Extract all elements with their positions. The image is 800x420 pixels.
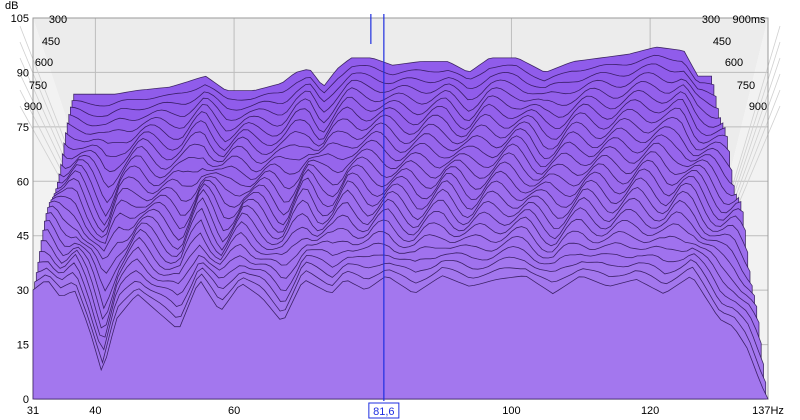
y-tick-label: 105	[11, 13, 29, 25]
y-tick-label: 45	[17, 231, 29, 243]
x-tick-label: 100	[502, 405, 520, 417]
x-tick-label: 60	[228, 405, 240, 417]
y-tick-label: 60	[17, 176, 29, 188]
time-tick-right: 900ms	[732, 14, 766, 26]
time-tick-right: 750	[737, 80, 755, 92]
time-tick-left: 600	[35, 57, 53, 69]
y-tick-label: 90	[17, 67, 29, 79]
time-tick-left: 900	[24, 101, 42, 113]
time-tick-left: 450	[42, 36, 60, 48]
x-tick-label: 40	[89, 405, 101, 417]
frequency-cursor[interactable]: 81,6	[368, 14, 400, 419]
time-tick-left: 300	[49, 14, 67, 26]
y-tick-label: 75	[17, 122, 29, 134]
x-axis: 31 40 60 100 120 137Hz	[27, 405, 784, 417]
y-tick-label: 15	[17, 340, 29, 352]
time-tick-right: 300	[702, 14, 720, 26]
waterfall-slices	[32, 46, 769, 400]
y-tick-label: 30	[17, 285, 29, 297]
x-tick-label: 31	[27, 405, 39, 417]
time-tick-right: 600	[725, 57, 743, 69]
y-tick-label: 0	[23, 394, 29, 406]
y-axis: dB 0 15 30 45 60 75 90 105	[5, 0, 29, 406]
cursor-label-box[interactable]	[368, 402, 400, 419]
waterfall-slice	[32, 275, 769, 400]
time-tick-left: 750	[29, 80, 47, 92]
y-axis-label: dB	[5, 0, 18, 12]
time-tick-right: 900	[749, 101, 767, 113]
x-tick-label: 120	[641, 405, 659, 417]
time-tick-right: 450	[713, 36, 731, 48]
x-tick-label: 137Hz	[752, 405, 784, 417]
cursor-label[interactable]: 81,6	[373, 406, 394, 418]
